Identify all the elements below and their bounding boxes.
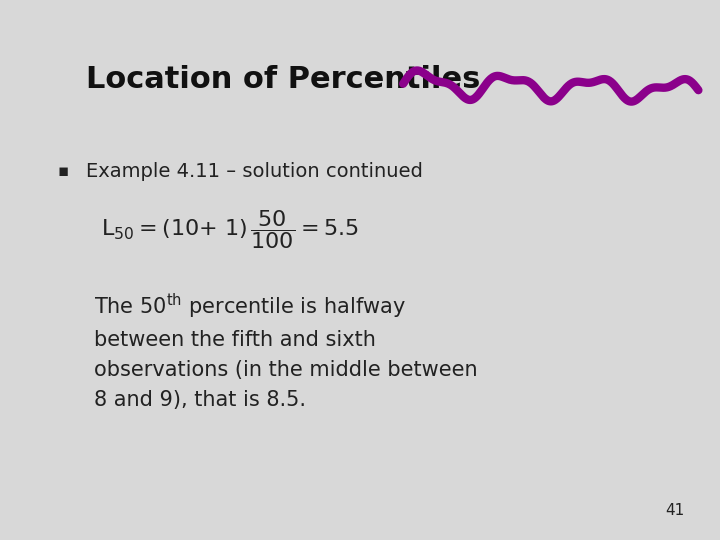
Text: 41: 41 <box>665 503 684 518</box>
Text: $\mathsf{L_{50} = (10{+}\ 1)\,\dfrac{50}{100} = 5.5}$: $\mathsf{L_{50} = (10{+}\ 1)\,\dfrac{50}… <box>101 208 359 251</box>
Text: Location of Percentiles: Location of Percentiles <box>86 65 481 94</box>
Text: ▪: ▪ <box>58 162 69 180</box>
Text: Example 4.11 – solution continued: Example 4.11 – solution continued <box>86 162 423 181</box>
Text: The 50$^{\mathsf{th}}$ percentile is halfway
between the fifth and sixth
observa: The 50$^{\mathsf{th}}$ percentile is hal… <box>94 292 477 410</box>
